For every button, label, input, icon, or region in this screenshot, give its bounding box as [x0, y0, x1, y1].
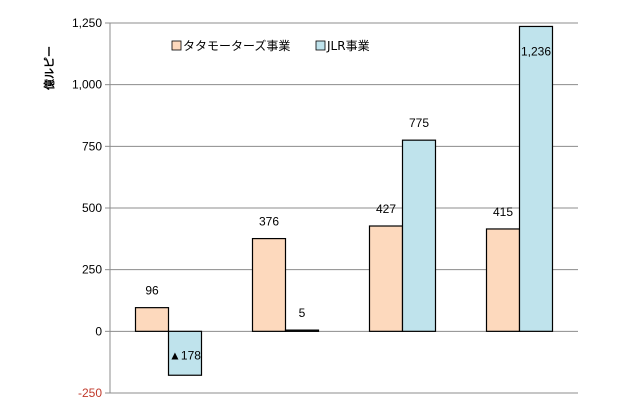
data-label: ▲178 — [169, 348, 201, 362]
y-tick-label: 750 — [82, 139, 102, 153]
data-label: 775 — [409, 116, 429, 130]
bar — [134, 307, 170, 332]
y-tick-label: 1,000 — [72, 78, 102, 92]
bar — [167, 330, 203, 376]
bar — [485, 228, 521, 332]
bars — [134, 25, 554, 376]
legend-swatch-jlr — [315, 40, 326, 51]
data-label: 5 — [299, 306, 306, 320]
legend: タタモーターズ事業 JLR事業 — [171, 38, 370, 53]
y-axis-label: 億ルピー — [42, 46, 56, 90]
data-labels: 96 ▲178 376 5 427 775 415 1,236 — [145, 44, 551, 362]
legend-swatch-tata — [171, 40, 182, 51]
y-tick-label: -250 — [78, 386, 102, 400]
bar — [284, 329, 320, 332]
bar — [368, 225, 404, 332]
data-label: 427 — [376, 202, 396, 216]
data-label: 96 — [145, 284, 159, 298]
data-label: 415 — [493, 205, 513, 219]
bar — [401, 139, 437, 332]
y-tick-label: 500 — [82, 201, 102, 215]
y-tick-label: 250 — [82, 263, 102, 277]
bar — [518, 25, 554, 332]
data-label: 376 — [259, 215, 279, 229]
legend-label-tata: タタモーターズ事業 — [183, 38, 290, 53]
data-label: 1,236 — [521, 44, 551, 58]
y-axis: -250 0 250 500 750 1,000 1,250 — [72, 16, 111, 400]
y-tick-label: 0 — [95, 324, 102, 338]
bar — [251, 237, 287, 332]
legend-label-jlr: JLR事業 — [326, 39, 370, 53]
y-tick-label: 1,250 — [72, 16, 102, 30]
